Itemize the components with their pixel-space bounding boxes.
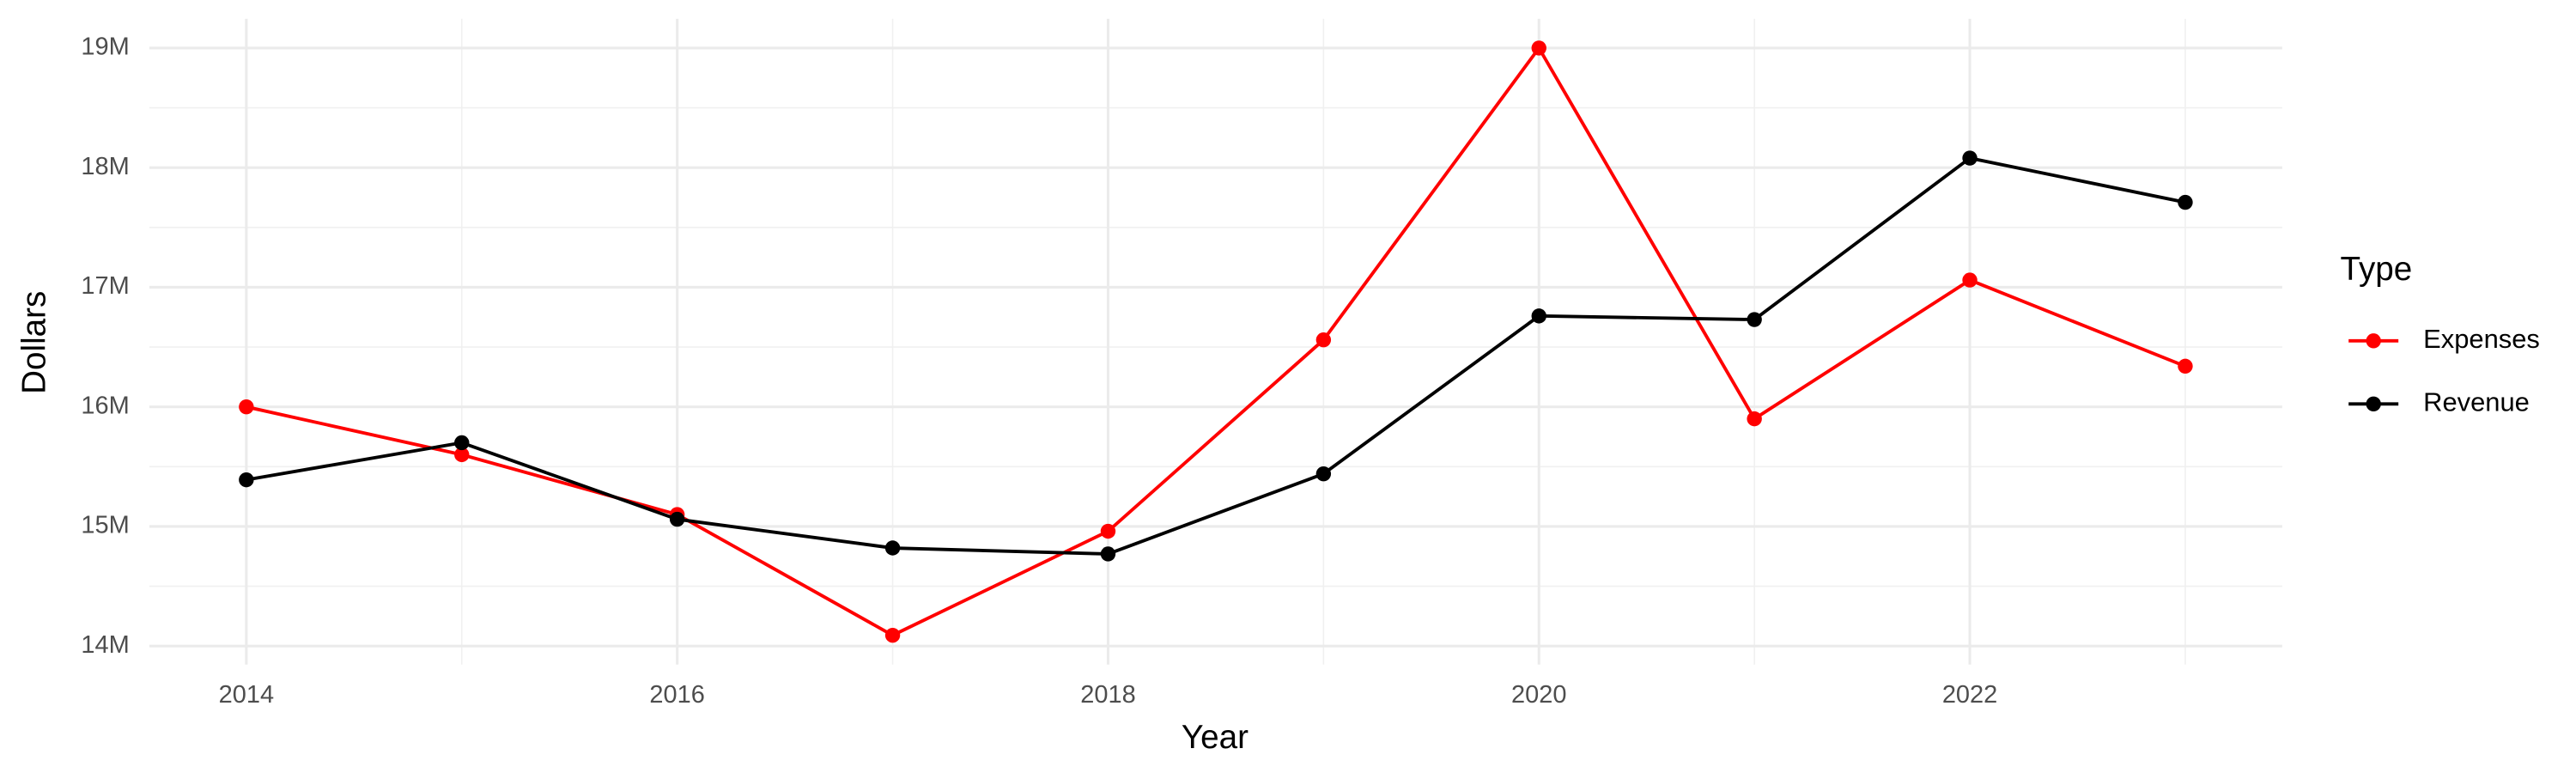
data-point bbox=[454, 447, 470, 463]
data-point bbox=[2178, 358, 2193, 374]
y-tick-label: 15M bbox=[81, 512, 129, 539]
data-point bbox=[1747, 312, 1762, 327]
x-axis-title: Year bbox=[1182, 719, 1249, 756]
legend-label: Expenses bbox=[2423, 324, 2540, 354]
legend-label: Revenue bbox=[2423, 386, 2530, 417]
data-point bbox=[1100, 546, 1116, 562]
legend-title: Type bbox=[2341, 251, 2413, 288]
series-line bbox=[246, 45, 2186, 637]
data-point bbox=[1962, 150, 1978, 166]
data-point bbox=[1962, 272, 1978, 288]
x-tick-label: 2016 bbox=[649, 681, 704, 709]
series-line bbox=[246, 155, 2186, 556]
y-tick-label: 19M bbox=[81, 33, 129, 61]
y-tick-label: 18M bbox=[81, 153, 129, 180]
data-point bbox=[884, 540, 901, 556]
data-point bbox=[239, 472, 254, 488]
y-tick-label: 14M bbox=[81, 631, 129, 659]
data-point bbox=[1100, 523, 1116, 539]
data-point bbox=[1315, 332, 1332, 348]
grid bbox=[149, 18, 2282, 665]
data-point bbox=[1747, 411, 1762, 427]
data-point bbox=[1315, 466, 1332, 482]
data-point bbox=[454, 435, 470, 451]
y-tick-label: 16M bbox=[81, 392, 129, 419]
y-tick-label: 17M bbox=[81, 272, 129, 300]
x-tick-label: 2014 bbox=[219, 681, 274, 709]
legend-marker bbox=[2366, 333, 2381, 349]
y-axis-title: Dollars bbox=[16, 291, 53, 394]
data-point bbox=[1531, 40, 1546, 56]
data-point bbox=[2178, 194, 2193, 210]
x-tick-label: 2020 bbox=[1511, 681, 1566, 709]
data-point bbox=[884, 627, 901, 643]
data-point bbox=[1531, 308, 1546, 324]
data-point bbox=[669, 511, 685, 527]
data-point bbox=[239, 399, 254, 415]
legend-marker bbox=[2366, 396, 2381, 411]
x-tick-label: 2022 bbox=[1942, 681, 1997, 709]
x-tick-label: 2018 bbox=[1080, 681, 1135, 709]
